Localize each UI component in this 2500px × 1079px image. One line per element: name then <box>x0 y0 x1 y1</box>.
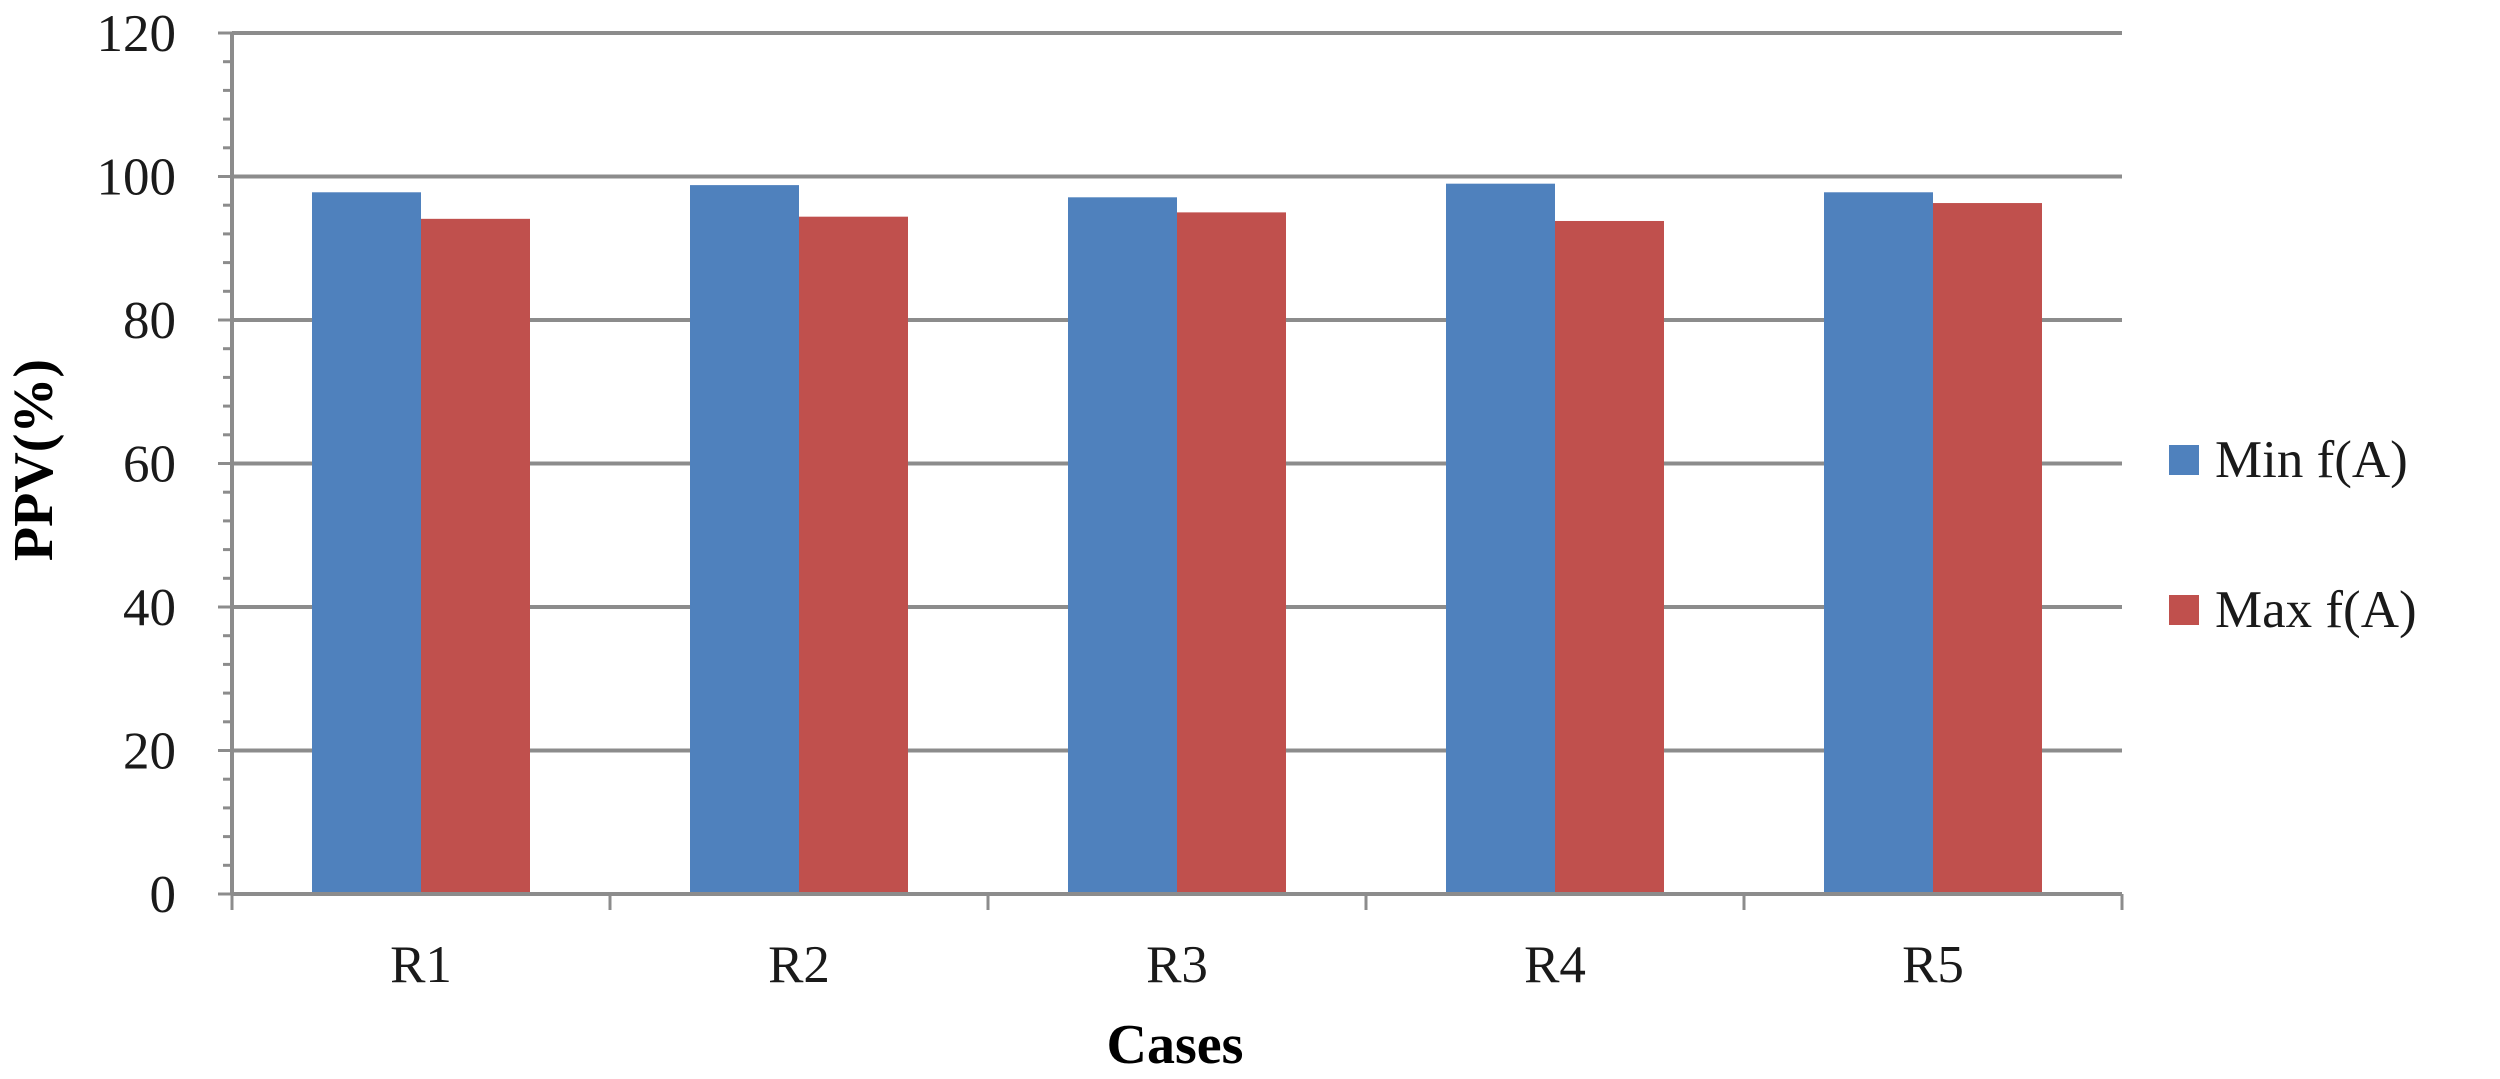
x-axis-title: Cases <box>1107 1014 1244 1076</box>
y-tick-labels: 0 20 40 60 80 100 120 <box>97 5 177 924</box>
y-tick-label-120: 120 <box>97 5 177 63</box>
y-tick-label-80: 80 <box>123 292 176 350</box>
x-tick-label-r2: R2 <box>768 936 830 994</box>
axes <box>218 31 2124 910</box>
bars <box>312 183 2042 895</box>
bar-max-r3 <box>1177 212 1286 894</box>
y-tick-label-60: 60 <box>123 436 176 494</box>
y-tick-label-100: 100 <box>97 149 177 207</box>
x-tick-label-r4: R4 <box>1524 936 1586 994</box>
bar-min-r4 <box>1446 183 1555 895</box>
legend-label-min: Min f(A) <box>2215 431 2408 489</box>
bar-min-r5 <box>1824 192 1933 894</box>
bar-min-r3 <box>1068 197 1177 894</box>
bar-max-r4 <box>1555 220 1664 895</box>
y-axis-title: PPV(%) <box>3 359 65 561</box>
x-tick-labels: R1 R2 R3 R4 R5 <box>390 936 1964 994</box>
x-tick-label-r5: R5 <box>1902 936 1964 994</box>
bar-min-r2 <box>690 185 799 895</box>
bar-max-r1 <box>421 218 530 894</box>
legend-swatch-max <box>2169 595 2199 625</box>
y-tick-label-40: 40 <box>123 579 176 637</box>
legend-swatch-min <box>2169 445 2199 475</box>
y-tick-label-0: 0 <box>150 866 177 924</box>
bar-max-r5 <box>1933 203 2042 895</box>
x-tick-label-r3: R3 <box>1146 936 1208 994</box>
legend-label-max: Max f(A) <box>2215 581 2417 639</box>
y-tick-label-20: 20 <box>123 723 176 781</box>
legend: Min f(A) Max f(A) <box>2169 431 2417 639</box>
x-tick-label-r1: R1 <box>390 936 452 994</box>
bar-max-r2 <box>799 216 908 894</box>
bar-min-r1 <box>312 192 421 894</box>
